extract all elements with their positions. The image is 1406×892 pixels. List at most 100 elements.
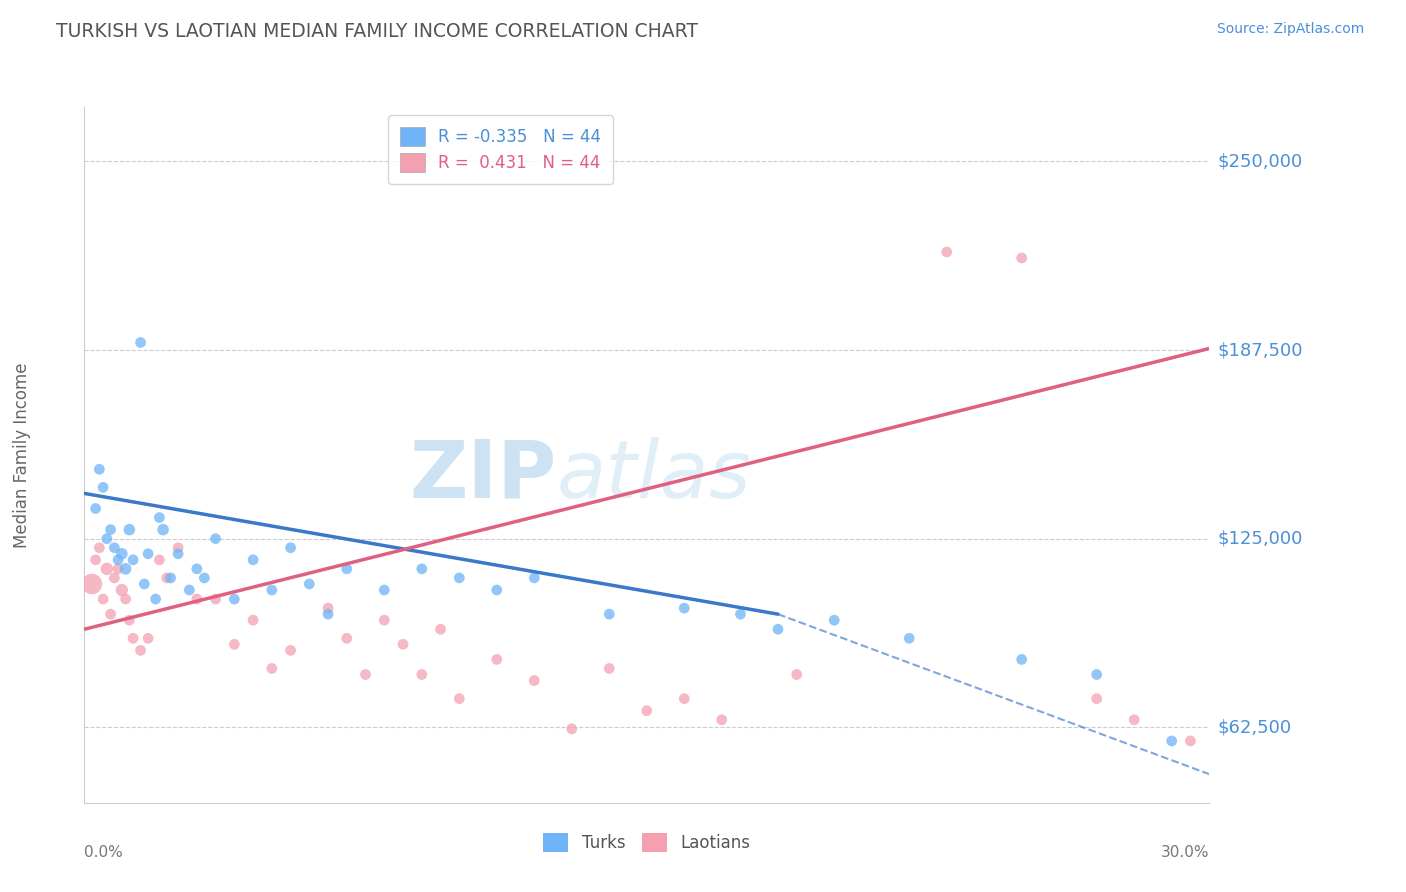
Point	[145, 592, 167, 607]
Text: atlas: atlas	[557, 437, 752, 515]
Point	[193, 571, 215, 585]
Point	[411, 562, 433, 576]
Point	[636, 704, 658, 718]
Point	[523, 673, 546, 688]
Point	[224, 637, 246, 651]
Text: 0.0%: 0.0%	[84, 845, 124, 860]
Point	[1180, 734, 1202, 748]
Legend: Turks, Laotians: Turks, Laotians	[531, 822, 762, 864]
Point	[204, 592, 226, 607]
Text: $187,500: $187,500	[1218, 341, 1303, 359]
Point	[159, 571, 181, 585]
Point	[103, 571, 125, 585]
Point	[786, 667, 808, 681]
Text: TURKISH VS LAOTIAN MEDIAN FAMILY INCOME CORRELATION CHART: TURKISH VS LAOTIAN MEDIAN FAMILY INCOME …	[56, 22, 699, 41]
Point	[167, 541, 190, 555]
Point	[114, 592, 136, 607]
Point	[156, 571, 179, 585]
Point	[392, 637, 415, 651]
Point	[80, 577, 103, 591]
Text: $250,000: $250,000	[1218, 153, 1303, 170]
Point	[1085, 691, 1108, 706]
Point	[1011, 251, 1033, 265]
Point	[673, 691, 696, 706]
Point	[224, 592, 246, 607]
Text: 30.0%: 30.0%	[1161, 845, 1209, 860]
Point	[96, 532, 118, 546]
Point	[84, 553, 107, 567]
Point	[336, 562, 359, 576]
Point	[107, 562, 129, 576]
Point	[373, 613, 395, 627]
Point	[898, 632, 921, 646]
Point	[152, 523, 174, 537]
Point	[730, 607, 752, 622]
Point	[316, 601, 339, 615]
Point	[118, 613, 141, 627]
Point	[1123, 713, 1146, 727]
Point	[129, 335, 152, 350]
Point	[561, 722, 583, 736]
Point	[136, 547, 159, 561]
Point	[129, 643, 152, 657]
Point	[100, 523, 122, 537]
Point	[186, 562, 208, 576]
Point	[84, 501, 107, 516]
Point	[766, 622, 789, 636]
Point	[179, 582, 201, 597]
Point	[1011, 652, 1033, 666]
Point	[186, 592, 208, 607]
Point	[598, 607, 620, 622]
Point	[280, 643, 302, 657]
Text: Median Family Income: Median Family Income	[14, 362, 31, 548]
Point	[114, 562, 136, 576]
Point	[449, 691, 471, 706]
Text: $62,500: $62,500	[1218, 718, 1292, 736]
Point	[148, 553, 170, 567]
Point	[242, 553, 264, 567]
Point	[89, 462, 111, 476]
Point	[298, 577, 321, 591]
Point	[485, 652, 508, 666]
Point	[111, 547, 134, 561]
Text: Source: ZipAtlas.com: Source: ZipAtlas.com	[1216, 22, 1364, 37]
Point	[523, 571, 546, 585]
Point	[107, 553, 129, 567]
Text: ZIP: ZIP	[409, 437, 557, 515]
Text: $125,000: $125,000	[1218, 530, 1303, 548]
Point	[935, 244, 957, 259]
Point	[118, 523, 141, 537]
Point	[1085, 667, 1108, 681]
Point	[449, 571, 471, 585]
Point	[103, 541, 125, 555]
Point	[136, 632, 159, 646]
Point	[96, 562, 118, 576]
Point	[91, 592, 114, 607]
Point	[91, 480, 114, 494]
Point	[122, 553, 145, 567]
Point	[316, 607, 339, 622]
Point	[354, 667, 377, 681]
Point	[280, 541, 302, 555]
Point	[134, 577, 156, 591]
Point	[242, 613, 264, 627]
Point	[89, 541, 111, 555]
Point	[1160, 734, 1182, 748]
Point	[148, 510, 170, 524]
Point	[260, 661, 283, 675]
Point	[336, 632, 359, 646]
Point	[598, 661, 620, 675]
Point	[485, 582, 508, 597]
Point	[260, 582, 283, 597]
Point	[167, 547, 190, 561]
Point	[122, 632, 145, 646]
Point	[429, 622, 451, 636]
Point	[673, 601, 696, 615]
Point	[373, 582, 395, 597]
Point	[823, 613, 845, 627]
Point	[100, 607, 122, 622]
Point	[111, 582, 134, 597]
Point	[411, 667, 433, 681]
Point	[710, 713, 733, 727]
Point	[204, 532, 226, 546]
